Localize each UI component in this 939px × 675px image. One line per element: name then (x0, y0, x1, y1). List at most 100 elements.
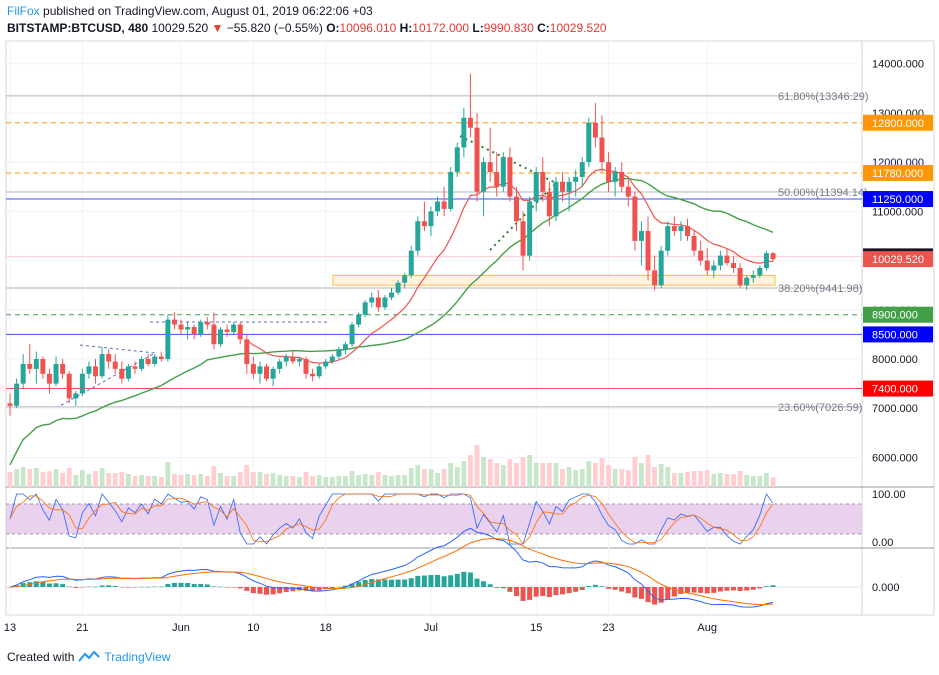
volume-bar (468, 455, 473, 487)
candle-body (349, 324, 355, 345)
candle-body (231, 324, 237, 332)
macd-histogram-bar (500, 587, 506, 589)
last-price: 10029.520 (151, 21, 209, 35)
candle-body (652, 270, 658, 286)
macd-histogram-bar (79, 587, 85, 588)
macd-histogram-bar (520, 587, 526, 601)
volume-bar (389, 476, 394, 487)
published-text: published on TradingView.com, August 01,… (43, 4, 373, 18)
candle-body (244, 339, 250, 364)
macd-histogram-bar (487, 584, 493, 587)
macd-histogram-bar (244, 587, 250, 591)
macd-histogram-bar (527, 587, 533, 600)
author-name[interactable]: FilFox (7, 4, 40, 18)
time-tick-label: 15 (530, 622, 542, 634)
volume-bar (343, 476, 348, 487)
macd-histogram-bar (158, 586, 164, 588)
price-tick-label: 8000.000 (872, 354, 918, 366)
macd-histogram-bar (665, 587, 671, 600)
candle-body (441, 201, 447, 209)
macd-histogram-bar (658, 587, 664, 603)
volume-bar (323, 477, 329, 487)
macd-histogram-bar (257, 587, 263, 594)
macd-histogram-bar (704, 587, 710, 594)
candle-body (46, 373, 52, 384)
macd-histogram-bar (684, 587, 690, 593)
footer: Created with TradingView (7, 650, 170, 664)
macd-histogram-bar (46, 583, 52, 587)
macd-histogram-bar (395, 579, 401, 587)
candle-body (770, 253, 776, 260)
candle-body (494, 171, 500, 187)
volume-bar (297, 477, 302, 487)
candle-body (375, 297, 381, 308)
candle-body (264, 366, 270, 379)
macd-histogram-bar (435, 574, 441, 587)
volume-bar (375, 472, 381, 487)
candle-body (474, 127, 480, 192)
candle-body (178, 324, 184, 330)
volume-bar (408, 468, 414, 487)
volume-bar (139, 475, 144, 487)
macd-histogram-bar (7, 587, 13, 588)
volume-bar (658, 464, 664, 487)
support-zone (332, 274, 776, 286)
candle-body (671, 226, 677, 232)
macd-histogram-bar (573, 587, 579, 592)
macd-histogram-bar (731, 587, 737, 591)
volume-bar (316, 475, 322, 487)
close-label: C: (537, 21, 550, 35)
macd-histogram-bar (132, 587, 138, 588)
candle-body (638, 231, 644, 241)
macd-histogram-bar (467, 572, 473, 587)
candle-body (461, 117, 467, 148)
volume-bar (632, 457, 638, 487)
macd-histogram-bar (513, 587, 519, 596)
volume-bar (93, 471, 98, 487)
volume-bar (428, 469, 434, 487)
macd-histogram-bar (540, 587, 546, 596)
macd-histogram-bar (185, 583, 191, 587)
macd-histogram-bar (33, 581, 39, 587)
candle-body (704, 260, 710, 271)
macd-histogram-bar (579, 587, 585, 590)
candle-body (658, 250, 664, 286)
price-tick-label: 7000.000 (872, 403, 918, 415)
macd-histogram-bar (106, 585, 112, 587)
candle-body (586, 122, 592, 163)
volume-bar (731, 474, 736, 487)
macd-histogram-bar (421, 575, 427, 587)
candle-body (408, 250, 414, 276)
macd-histogram-bar (40, 582, 46, 587)
volume-bar (33, 468, 39, 487)
tradingview-link[interactable]: TradingView (104, 650, 171, 664)
candle-body (402, 275, 408, 283)
volume-bar (356, 475, 362, 487)
candle-body (395, 282, 401, 293)
candle-body (296, 359, 302, 362)
macd-histogram-bar (264, 587, 270, 595)
macd-histogram-bar (402, 579, 408, 587)
candle-body (7, 403, 13, 406)
price-tag-label: 7400.000 (872, 384, 918, 396)
volume-bar (750, 476, 756, 487)
volume-bar (47, 471, 52, 487)
macd-histogram-bar (619, 587, 625, 592)
volume-bar (487, 459, 493, 487)
volume-bar (500, 465, 506, 487)
candle-body (592, 122, 598, 138)
volume-bar (27, 469, 33, 487)
volume-bar (586, 461, 592, 487)
candle-body (553, 181, 559, 217)
volume-bar (53, 469, 59, 487)
candle-body (711, 265, 717, 271)
macd-histogram-bar (652, 587, 658, 605)
macd-histogram-bar (369, 578, 375, 587)
close-value: 10029.520 (549, 21, 607, 35)
candle-body (316, 366, 322, 377)
volume-bar (218, 473, 223, 487)
volume-bar (158, 477, 164, 487)
time-tick-label: 21 (76, 622, 88, 634)
macd-histogram-bar (691, 587, 697, 593)
